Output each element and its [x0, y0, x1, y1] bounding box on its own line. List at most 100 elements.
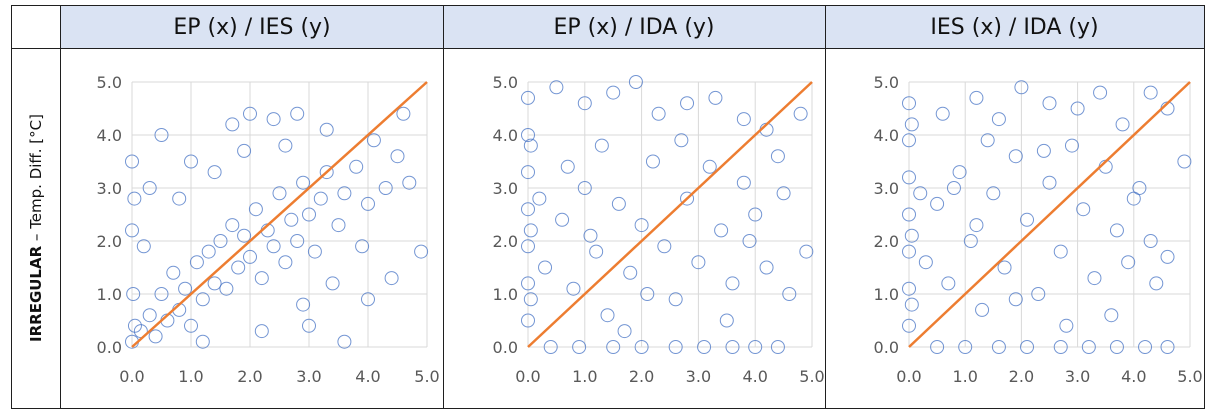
scatter-point: [628, 75, 643, 89]
scatter-point: [668, 340, 683, 354]
scatter-chart-3: 0.0 1.0 2.0 3.0 4.0 5.0 0.0 1.0 2.0 3.0 4.0 5.0: [874, 73, 1203, 386]
scatter-point: [1036, 143, 1051, 158]
scatter-point: [127, 191, 142, 206]
scatter-point: [577, 96, 592, 111]
scatter-point: [390, 149, 405, 164]
scatter-point: [714, 223, 729, 238]
scatter-point: [902, 133, 916, 148]
scatter-point: [266, 239, 281, 254]
scatter-point: [521, 239, 535, 254]
scatter-point: [1070, 101, 1085, 116]
scatter-point: [952, 165, 967, 180]
scatter-point: [674, 133, 689, 148]
comparison-table: EP (x) / IES (y) EP (x) / IDA (y) IES (x…: [11, 5, 1205, 409]
scatter-point: [736, 112, 751, 127]
scatter-point: [1126, 191, 1141, 206]
scatter-point: [668, 292, 683, 307]
scatter-point: [142, 308, 157, 323]
scatter-point: [523, 292, 538, 307]
scatter-point: [337, 334, 352, 349]
scatter-point: [1014, 80, 1029, 95]
scatter-point: [521, 276, 535, 291]
scatter-point: [975, 302, 990, 317]
x-tick-label: 2.0: [237, 367, 262, 386]
scatter-point: [384, 271, 399, 286]
x-tick-label: 5.0: [414, 367, 439, 386]
y-tick-label: 2.0: [493, 232, 518, 251]
x-tick-label: 1.0: [952, 367, 977, 386]
y-tick-label: 1.0: [874, 285, 899, 304]
scatter-point: [941, 276, 956, 291]
scatter-point: [1059, 318, 1074, 333]
y-tick-label: 5.0: [493, 73, 518, 92]
reference-line: [131, 81, 428, 348]
y-tick-label: 3.0: [874, 179, 899, 198]
x-tick-label: 2.0: [1009, 367, 1034, 386]
scatter-point: [1042, 175, 1057, 190]
scatter-point: [184, 154, 198, 169]
scatter-point: [657, 239, 672, 254]
scatter-point: [549, 80, 564, 95]
scatter-point: [589, 244, 604, 259]
scatter-point: [958, 340, 973, 354]
scatter-point: [1177, 154, 1192, 169]
scatter-point: [184, 318, 198, 333]
scatter-point: [125, 223, 139, 238]
scatter-point: [594, 138, 609, 153]
scatter-point: [1115, 117, 1130, 132]
scatter-point: [313, 191, 328, 206]
scatter-point: [1138, 340, 1153, 354]
scatter-point: [1121, 255, 1136, 270]
scatter-point: [523, 138, 538, 153]
scatter-point: [361, 292, 375, 307]
scatter-point: [918, 255, 933, 270]
column-header-2: EP (x) / IDA (y): [553, 15, 715, 40]
column-divider: [825, 6, 827, 408]
scatter-point: [523, 223, 538, 238]
scatter-point: [759, 260, 774, 275]
scatter-point: [776, 186, 791, 201]
scatter-point: [148, 329, 163, 344]
scatter-point: [378, 181, 393, 195]
scatter-point: [1042, 96, 1057, 111]
x-tick-label: 3.0: [1065, 367, 1090, 386]
scatter-point: [126, 287, 141, 301]
scatter-chart-2: 0.0 1.0 2.0 3.0 4.0 5.0 0.0 1.0 2.0 3.0 4.0 5.0: [493, 73, 825, 386]
scatter-point: [307, 244, 322, 259]
x-tick-label: 3.0: [686, 367, 711, 386]
scatter-point: [319, 122, 334, 137]
scatter-point: [414, 244, 429, 259]
scatter-point: [538, 260, 553, 275]
corner-cell: [12, 6, 61, 48]
scatter-point: [930, 340, 945, 354]
x-tick-label: 0.0: [515, 367, 540, 386]
scatter-point: [1149, 276, 1164, 291]
scatter-point: [969, 90, 984, 105]
scatter-point: [1143, 234, 1158, 248]
scatter-point: [611, 196, 626, 211]
scatter-point: [725, 340, 740, 354]
x-tick-label: 4.0: [355, 367, 380, 386]
row-label-rest: – Temp. Diff. [°C]: [27, 114, 45, 246]
scatter-point: [532, 191, 547, 206]
scatter-point: [702, 159, 717, 174]
x-tick-label: 0.0: [119, 367, 144, 386]
y-tick-label: 5.0: [874, 73, 899, 92]
scatter-point: [623, 265, 638, 280]
scatter-point: [349, 159, 364, 174]
scatter-point: [402, 175, 417, 190]
scatter-point: [930, 196, 945, 211]
scatter-point: [1053, 244, 1068, 259]
scatter-point: [782, 287, 797, 301]
scatter-point: [572, 340, 587, 354]
scatter-point: [207, 276, 222, 291]
scatter-point: [201, 244, 216, 259]
reference-line: [527, 81, 813, 348]
scatter-point: [254, 324, 269, 339]
scatter-point: [902, 281, 916, 296]
scatter-point: [770, 340, 785, 354]
scatter-point: [913, 186, 928, 201]
scatter-point: [1104, 308, 1119, 323]
x-tick-label: 1.0: [572, 367, 597, 386]
scatter-point: [1109, 223, 1124, 238]
